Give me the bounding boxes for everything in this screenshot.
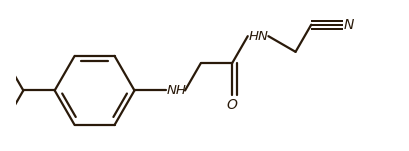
Text: HN: HN xyxy=(248,30,267,43)
Text: O: O xyxy=(226,98,237,111)
Text: N: N xyxy=(343,18,353,32)
Text: NH: NH xyxy=(166,84,186,97)
